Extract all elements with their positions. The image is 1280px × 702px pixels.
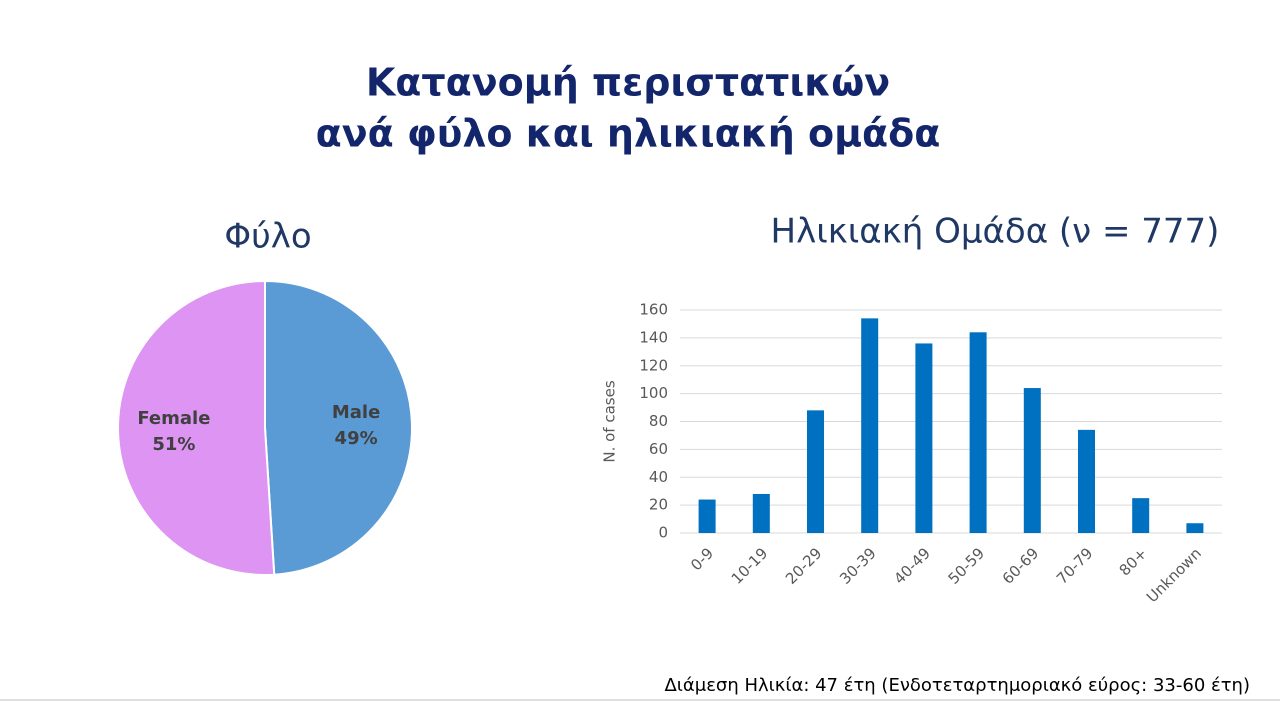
bar-title: Ηλικιακή Ομάδα (ν = 777) — [771, 212, 1220, 252]
x-tick-label: 10-19 — [728, 544, 772, 588]
bar — [698, 499, 716, 533]
pie-value-label: 49% — [335, 428, 378, 449]
y-tick-label: 20 — [649, 496, 668, 514]
x-tick-label: 50-59 — [945, 544, 989, 588]
x-tick-label: 60-69 — [999, 544, 1043, 588]
y-tick-label: 0 — [658, 524, 668, 542]
slide-title: ανά φύλο και ηλικιακή ομάδα — [316, 112, 941, 156]
x-tick-label: 70-79 — [1053, 544, 1097, 588]
pie-slice — [117, 279, 276, 576]
y-tick-label: 120 — [639, 356, 668, 374]
pie-slice — [264, 279, 413, 576]
bar — [1186, 523, 1204, 533]
x-tick-label: Unknown — [1143, 544, 1205, 606]
bar — [1023, 388, 1041, 533]
x-tick-label: 30-39 — [836, 544, 880, 588]
bar — [1078, 429, 1095, 533]
bar — [1132, 498, 1150, 533]
bar — [969, 332, 987, 533]
bar — [915, 343, 933, 533]
pie-label: Female — [137, 408, 210, 429]
slide-title: Κατανομή περιστατικών — [366, 61, 890, 105]
y-tick-label: 40 — [649, 468, 668, 486]
bar — [752, 493, 770, 533]
y-tick-label: 60 — [649, 440, 668, 458]
pie-title: Φύλο — [224, 217, 311, 257]
y-tick-label: 140 — [639, 328, 668, 346]
bar — [861, 318, 879, 533]
y-axis-label: N. of cases — [601, 380, 619, 462]
y-tick-label: 80 — [649, 412, 668, 430]
footnote: Διάμεση Ηλικία: 47 έτη (Ενδοτεταρτημορια… — [664, 675, 1250, 696]
x-tick-label: 80+ — [1116, 544, 1151, 579]
x-tick-label: 40-49 — [890, 544, 934, 588]
bar — [807, 410, 824, 533]
x-tick-label: 0-9 — [687, 544, 717, 574]
pie-label: Male — [332, 402, 380, 423]
y-tick-label: 100 — [639, 384, 668, 402]
pie-value-label: 51% — [152, 434, 195, 455]
y-tick-label: 160 — [639, 301, 668, 319]
x-tick-label: 20-29 — [782, 544, 826, 588]
